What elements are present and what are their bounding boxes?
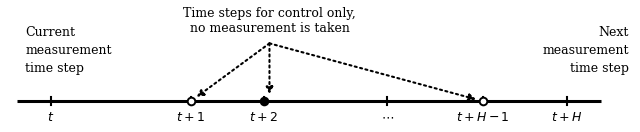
Text: Time steps for control only,: Time steps for control only, — [183, 7, 356, 20]
Text: $t$: $t$ — [47, 111, 54, 124]
Text: $t+H-1$: $t+H-1$ — [456, 111, 509, 124]
Text: Current
measurement
time step: Current measurement time step — [25, 26, 112, 75]
Text: $t+H$: $t+H$ — [552, 111, 582, 124]
Text: Next
measurement
time step: Next measurement time step — [542, 26, 628, 75]
Text: $t+1$: $t+1$ — [177, 111, 205, 124]
Text: no measurement is taken: no measurement is taken — [189, 22, 349, 35]
Text: $\cdots$: $\cdots$ — [381, 111, 394, 124]
Text: $t+2$: $t+2$ — [250, 111, 278, 124]
